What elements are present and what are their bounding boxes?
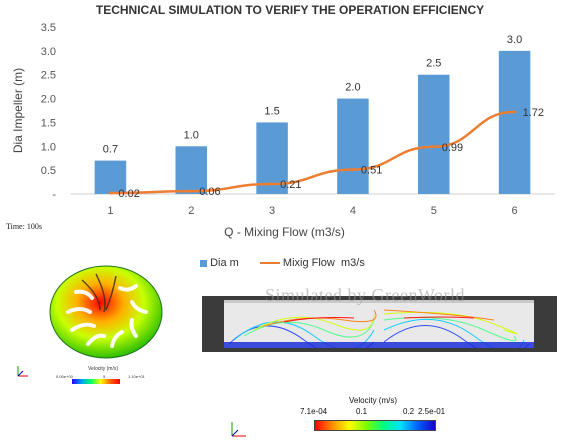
bar-data-label: 2.5	[426, 58, 441, 70]
line-data-label: 0.21	[280, 179, 301, 191]
y-tick-label: 2.5	[41, 70, 56, 82]
x-tick-label: 5	[431, 205, 437, 217]
impeller-colorbar	[72, 379, 120, 384]
legend-swatch-bar	[200, 259, 207, 267]
velocity-colorbar-tick: 0.1	[356, 407, 368, 416]
bar-data-label: 0.7	[103, 144, 118, 156]
line-data-label: 0.06	[199, 186, 220, 198]
y-tick-label: 0.5	[41, 165, 56, 177]
x-tick-label: 2	[188, 205, 194, 217]
bar	[498, 50, 531, 194]
y-tick-label: 2.0	[41, 94, 56, 106]
line-point	[270, 182, 274, 186]
velocity-colorbar-tick: 2.5e-01	[418, 407, 446, 416]
line-point	[108, 191, 112, 195]
y-axis-label: Dia Impeller (m)	[11, 68, 25, 153]
line-data-label: 0.02	[118, 188, 139, 200]
time-caption: Time: 100s	[6, 222, 42, 231]
axis-triad-icon	[231, 422, 246, 437]
bar	[94, 160, 127, 194]
bar-data-label: 3.0	[507, 34, 522, 46]
axis-triad-icon	[17, 366, 28, 377]
bar	[337, 98, 369, 194]
line-data-label: 0.99	[442, 142, 463, 154]
y-tick-label: -	[52, 189, 56, 201]
y-tick-label: 3.5	[41, 22, 56, 34]
legend-item-flow: Mixig Flow m3/s	[259, 257, 365, 269]
line-point	[432, 145, 436, 149]
impeller-colorbar-title: Velocity (m/s)	[88, 366, 119, 372]
y-tick-label: 3.0	[41, 46, 56, 58]
line-point	[189, 189, 193, 193]
x-tick-label: 4	[350, 205, 356, 217]
velocity-colorbar-title: Velocity (m/s)	[349, 396, 398, 405]
legend-item-dia: Dia m	[200, 257, 239, 269]
x-tick-label: 1	[107, 205, 113, 217]
flow-streamlines	[224, 300, 534, 352]
line-point	[513, 110, 517, 114]
bar	[256, 122, 288, 194]
impeller-velocity-render	[49, 265, 163, 359]
chart-title: TECHNICAL SIMULATION TO VERIFY THE OPERA…	[96, 3, 484, 17]
bar-data-label: 1.0	[184, 129, 199, 141]
bar-line-chart: TECHNICAL SIMULATION TO VERIFY THE OPERA…	[11, 3, 555, 239]
impeller-colorbar-min: 0.00e+00	[56, 374, 73, 379]
x-tick-label: 3	[269, 205, 275, 217]
velocity-colorbar-tick: 7.1e-04	[300, 407, 328, 416]
bar-data-label: 1.5	[264, 105, 279, 117]
tank-flow-simulation	[202, 296, 557, 352]
legend-label-flow: Mixig Flow m3/s	[282, 257, 365, 269]
legend-label-dia: Dia m	[210, 257, 239, 269]
bar	[175, 146, 208, 194]
bar	[417, 74, 450, 194]
x-tick-label: 6	[512, 205, 518, 217]
impeller-colorbar-max: 1.10e+01	[128, 374, 145, 379]
velocity-colorbar-tick: 0.2	[403, 407, 415, 416]
line-data-label: 1.72	[523, 107, 544, 119]
legend-swatch-line	[259, 262, 280, 265]
x-axis-label: Q - Mixing Flow (m3/s)	[224, 225, 345, 239]
line-data-label: 0.51	[361, 165, 382, 177]
velocity-colorbar	[314, 420, 436, 431]
watermark-text: Simulated by GreenWorld	[265, 285, 466, 305]
series-line-mixing-flow	[110, 110, 515, 195]
tank-interior	[224, 300, 534, 352]
line-point	[351, 168, 355, 172]
y-tick-label: 1.0	[41, 141, 56, 153]
y-tick-label: 1.5	[41, 117, 56, 129]
chart-legend: Dia m Mixig Flow m3/s	[200, 257, 383, 269]
bar-data-label: 2.0	[345, 82, 360, 94]
impeller-colorbar-mid: 5	[103, 374, 106, 379]
